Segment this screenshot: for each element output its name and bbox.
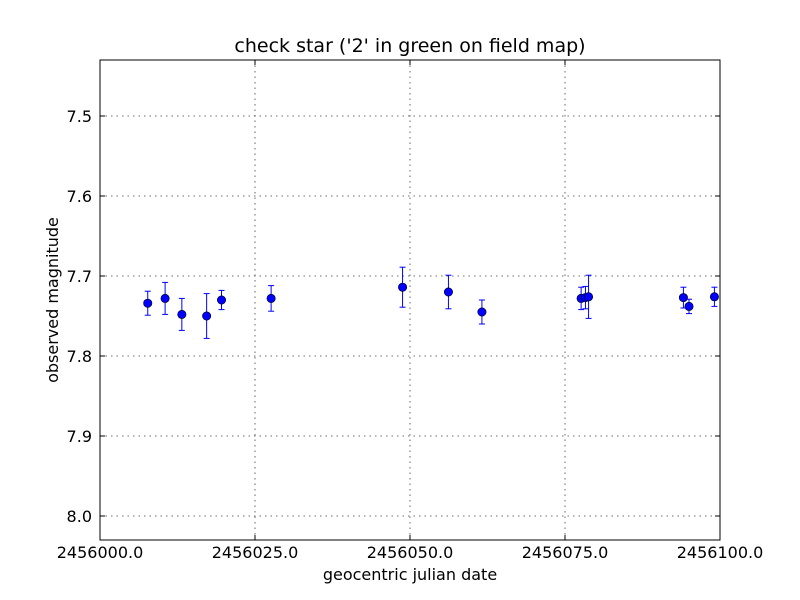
x-tick-label: 2456075.0 <box>522 543 609 562</box>
y-tick-label: 8.0 <box>67 507 92 526</box>
data-point <box>684 301 694 311</box>
y-tick-label: 7.7 <box>67 267 92 286</box>
y-tick-label: 7.5 <box>67 107 92 126</box>
x-axis-label: geocentric julian date <box>323 565 497 584</box>
data-point <box>177 309 187 319</box>
data-point <box>584 292 594 302</box>
data-point <box>678 293 688 303</box>
data-point <box>217 295 227 305</box>
x-tick-label: 2456100.0 <box>677 543 764 562</box>
y-tick-label: 7.8 <box>67 347 92 366</box>
data-point <box>477 307 487 317</box>
data-point <box>266 293 276 303</box>
x-tick-label: 2456000.0 <box>57 543 144 562</box>
data-point <box>398 282 408 292</box>
y-tick-label: 7.9 <box>67 427 92 446</box>
axis-tick-labels: 2456000.0 2456025.0 2456050.0 2456075.0 2456… <box>57 107 764 562</box>
x-tick-label: 2456025.0 <box>212 543 299 562</box>
data-point <box>709 292 719 302</box>
data-point <box>443 287 453 297</box>
axis-ticks <box>99 60 721 540</box>
y-axis-label: observed magnitude <box>43 217 62 383</box>
data-point <box>143 298 153 308</box>
chart-title: check star ('2' in green on field map) <box>234 35 585 57</box>
y-tick-label: 7.6 <box>67 187 92 206</box>
x-tick-label: 2456050.0 <box>367 543 454 562</box>
data-points <box>143 282 719 321</box>
data-point <box>202 311 212 321</box>
data-point <box>160 293 170 303</box>
